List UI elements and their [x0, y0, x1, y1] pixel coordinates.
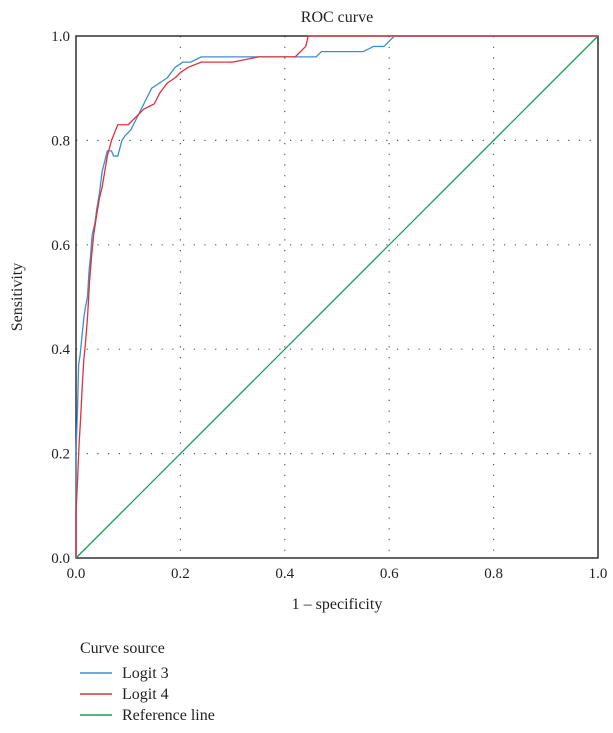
legend-label: Logit 4	[122, 686, 169, 703]
x-tick-label: 1.0	[589, 566, 608, 582]
legend: Curve source Logit 3 Logit 4 Reference lin…	[80, 640, 215, 724]
x-tick-label: 0.4	[275, 566, 294, 582]
legend-items: Logit 3 Logit 4 Reference line	[80, 665, 215, 724]
y-tick-label: 0.8	[51, 133, 70, 149]
series-line-logit-4	[75, 35, 598, 558]
x-tick-labels: 0.0 0.2 0.4 0.6 0.8 1.0	[67, 566, 608, 582]
legend-label: Reference line	[122, 707, 215, 724]
y-tick-label: 1.0	[51, 29, 70, 45]
legend-title: Curve source	[80, 640, 165, 657]
y-axis-label: Sensitivity	[9, 263, 26, 331]
series-line-reference-line	[75, 35, 599, 559]
x-tick-label: 0.0	[67, 566, 86, 582]
legend-label: Logit 3	[122, 665, 169, 682]
series-layer	[75, 35, 599, 559]
x-tick-label: 0.8	[484, 566, 503, 582]
x-tick-label: 0.6	[380, 566, 399, 582]
chart-title: ROC curve	[301, 9, 373, 26]
y-tick-label: 0.0	[51, 551, 70, 567]
y-tick-label: 0.4	[51, 342, 70, 358]
series-line-logit-3	[75, 35, 598, 558]
x-tick-label: 0.2	[171, 566, 190, 582]
x-axis-label: 1 – specificity	[292, 596, 383, 613]
y-tick-label: 0.2	[51, 447, 70, 463]
y-tick-labels: 0.0 0.2 0.4 0.6 0.8 1.0	[51, 29, 70, 567]
y-tick-label: 0.6	[51, 238, 70, 254]
